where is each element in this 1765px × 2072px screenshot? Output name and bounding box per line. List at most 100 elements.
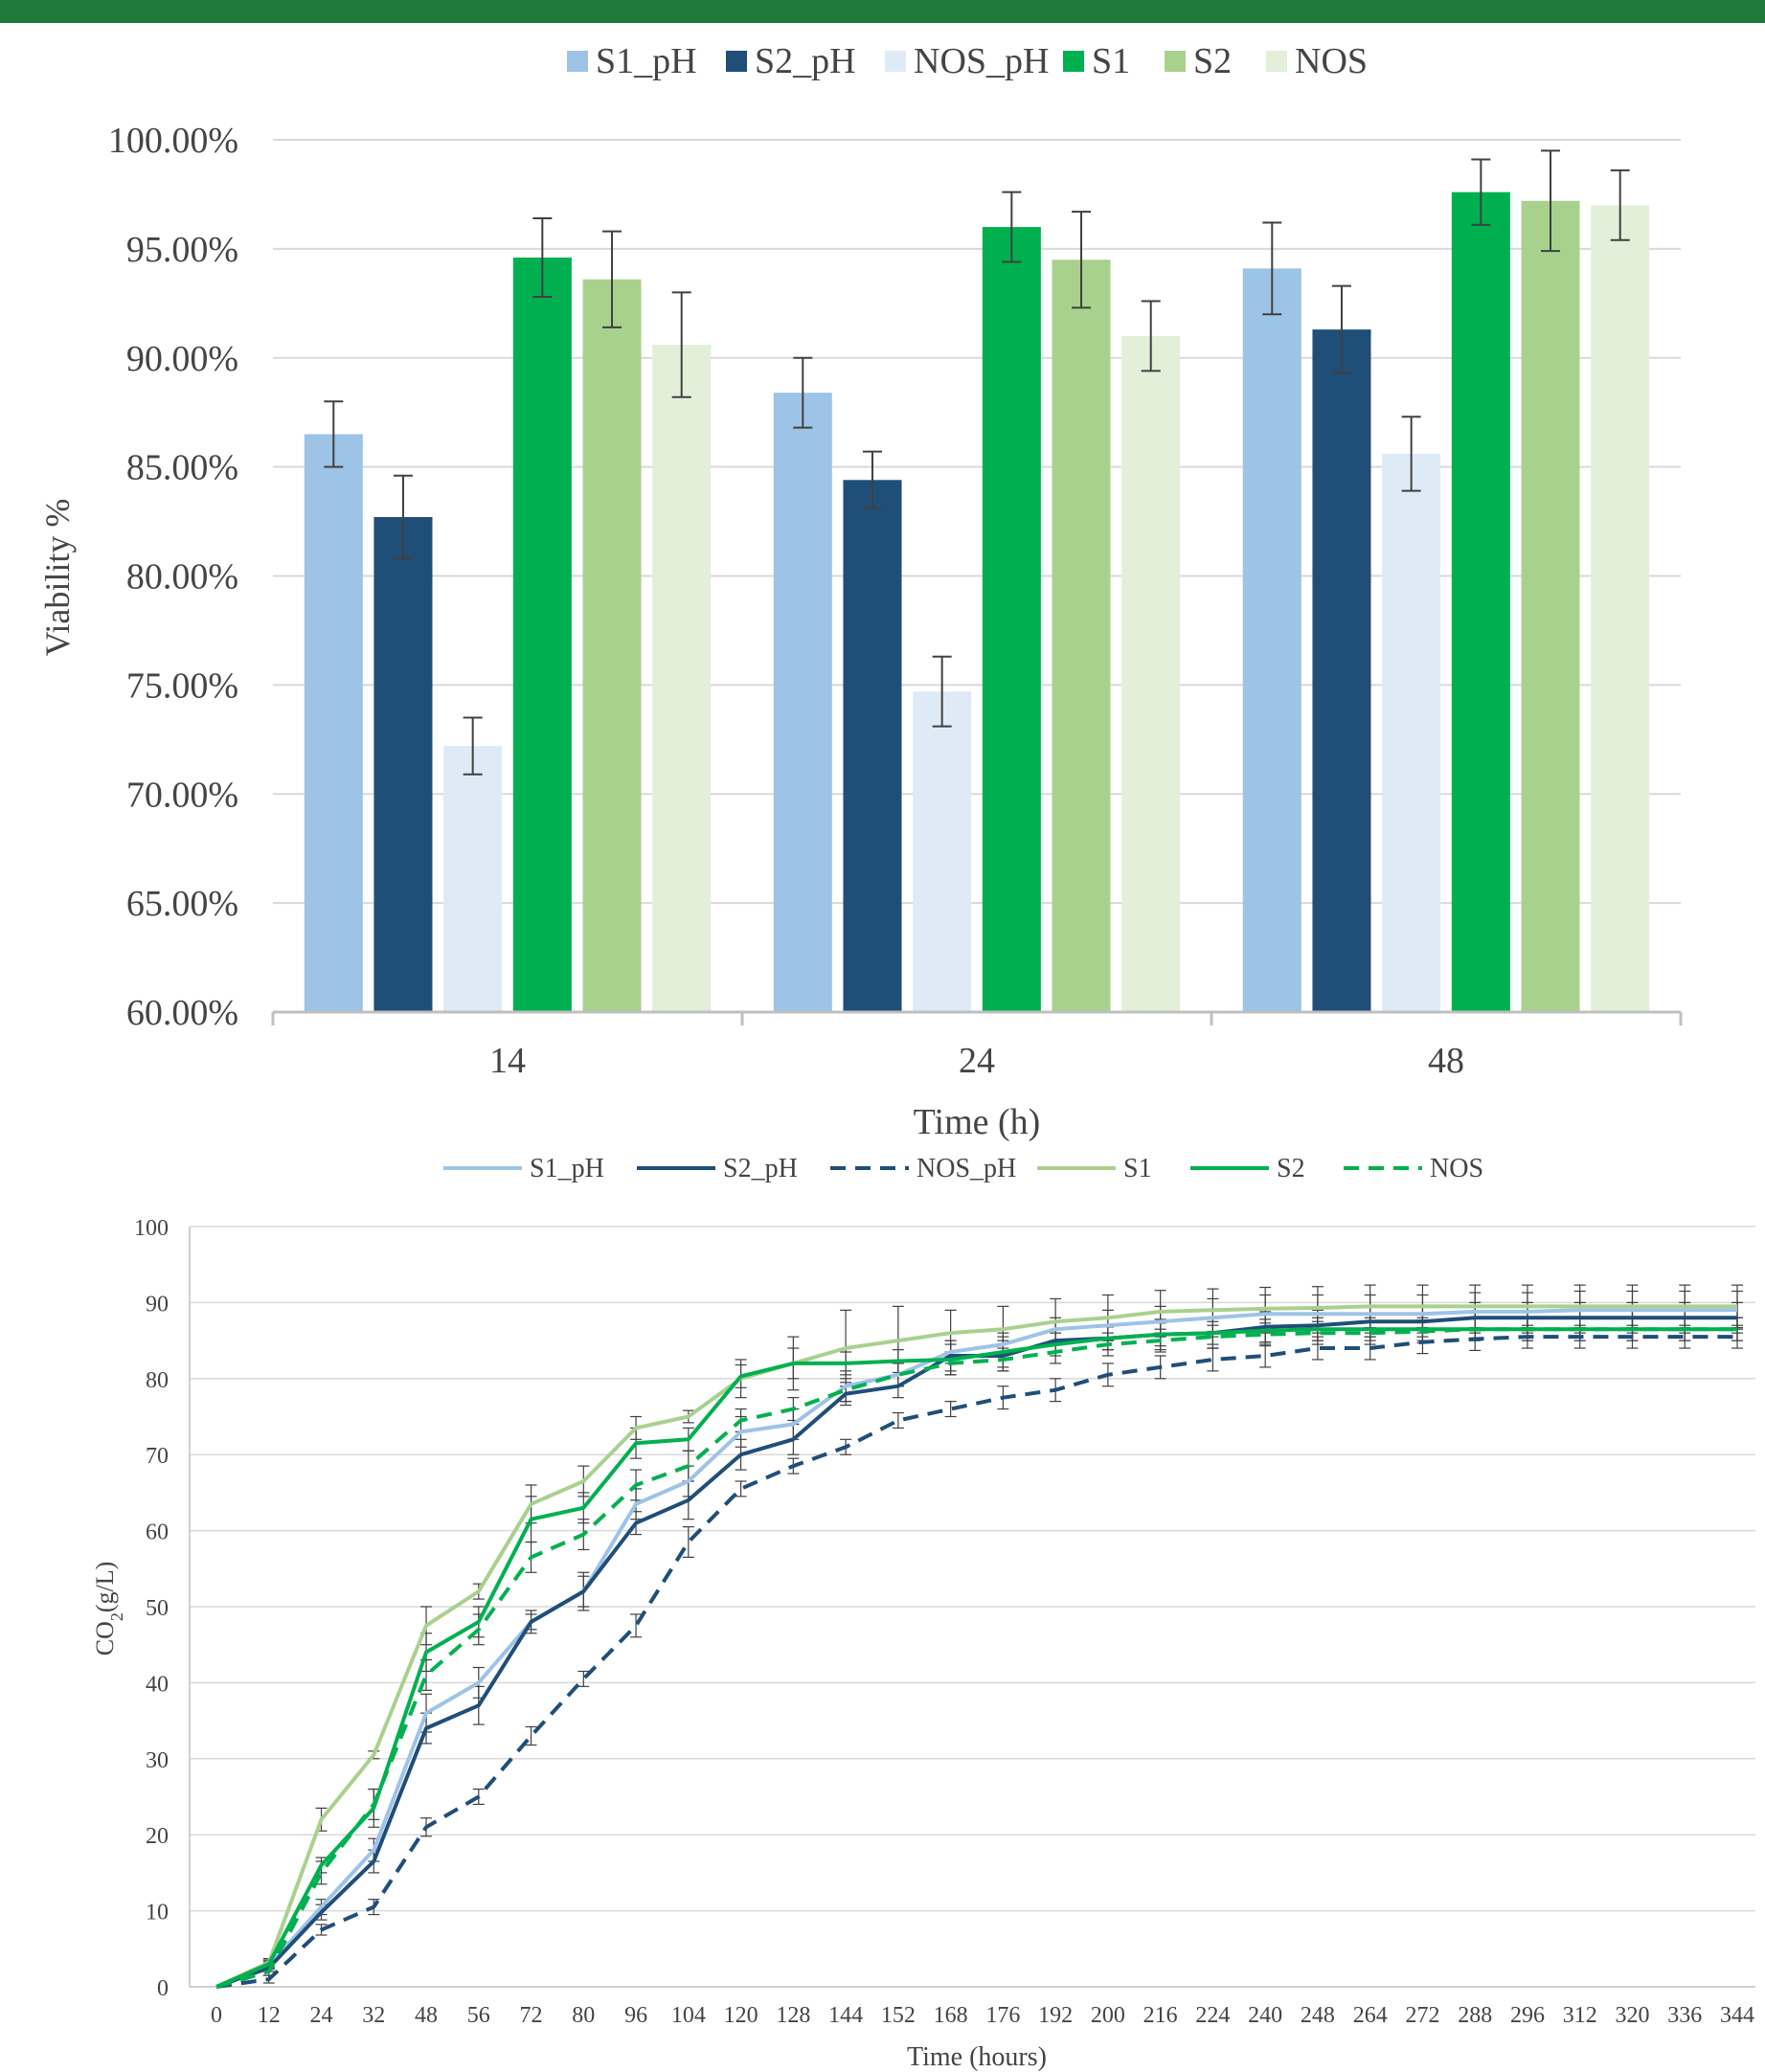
line-y-axis-title-tail: (g/L) <box>91 1562 119 1612</box>
line-x-tick-label: 272 <box>1405 2003 1439 2028</box>
line-x-tick-label: 336 <box>1667 2003 1702 2028</box>
bar-y-tick-label: 90.00% <box>126 339 238 379</box>
line-x-tick-label: 264 <box>1353 2003 1388 2028</box>
bar-x-tick-label: 24 <box>959 1041 995 1081</box>
line-y-tick-labels: 0 10 20 30 40 50 60 70 80 90 100 <box>134 1216 169 2001</box>
line-series-NOS <box>215 1327 1737 1989</box>
line-x-tick-label: 80 <box>572 2003 595 2028</box>
line-x-tick-label: 72 <box>520 2003 543 2028</box>
line-x-tick-label: 288 <box>1458 2003 1492 2028</box>
bar-y-tick-label: 65.00% <box>126 884 238 924</box>
line-series-S2_pH <box>215 1316 1737 1989</box>
line-x-tick-label: 120 <box>724 2003 758 2028</box>
line-y-tick-label: 10 <box>146 1901 169 1926</box>
bar-x-axis: 14 24 48 <box>271 1010 1683 1081</box>
bar-NOS_pH-14 <box>443 746 503 1012</box>
bar-S1-24 <box>982 227 1041 1013</box>
bar-marks <box>304 191 1650 1013</box>
line-legend-label-NOS: NOS <box>1430 1154 1483 1183</box>
line-legend-label-S2: S2 <box>1277 1154 1305 1183</box>
line-x-tick-label: 144 <box>828 2003 863 2028</box>
line-x-tick-label: 192 <box>1038 2003 1073 2028</box>
line-legend-label-S2_pH: S2_pH <box>723 1154 798 1183</box>
bar-x-tick-label: 14 <box>489 1041 526 1081</box>
bar-error-bars <box>324 149 1630 776</box>
bar-S2-14 <box>582 279 642 1012</box>
line-legend-label-S1: S1 <box>1123 1154 1152 1183</box>
line-x-tick-label: 128 <box>776 2003 810 2028</box>
line-x-tick-label: 344 <box>1720 2003 1754 2028</box>
line-x-tick-labels: 0 12 24 32 48 56 72 80 96 104 120 128 144 152 168 176 19… <box>211 2003 1754 2028</box>
line-x-tick-label: 168 <box>934 2003 968 2028</box>
line-y-tick-label: 30 <box>146 1748 169 1773</box>
line-x-tick-label: 96 <box>624 2003 647 2028</box>
line-series-S1_pH <box>215 1308 1737 1989</box>
bar-y-axis-title: Viability % <box>38 499 77 657</box>
line-x-tick-label: 248 <box>1301 2003 1335 2028</box>
bar-y-tick-label: 60.00% <box>126 993 238 1033</box>
line-series-NOS_pH <box>215 1335 1737 1989</box>
bar-S1_pH-24 <box>773 393 832 1012</box>
bar-legend-label-S1: S1 <box>1092 41 1130 81</box>
line-x-tick-label: 104 <box>671 2003 706 2028</box>
line-y-tick-label: 0 <box>157 1976 169 2001</box>
line-legend-label-S1_pH: S1_pH <box>530 1154 604 1183</box>
bar-legend-swatch-NOS_pH <box>885 51 906 72</box>
bar-legend: S1_pH S2_pH NOS_pH S1 S2 NOS <box>567 41 1368 81</box>
bar-S1_pH-48 <box>1242 268 1301 1012</box>
line-y-tick-label: 80 <box>146 1368 169 1393</box>
line-x-tick-label: 0 <box>211 2003 222 2028</box>
bar-y-tick-label: 95.00% <box>126 230 238 270</box>
line-series-S2 <box>215 1327 1737 1989</box>
bar-y-tick-labels: 60.00% 65.00% 70.00% 75.00% 80.00% 85.00% 90.0… <box>108 121 238 1033</box>
bar-legend-swatch-S1_pH <box>567 51 588 72</box>
bar-S2-48 <box>1521 200 1580 1012</box>
line-y-tick-label: 90 <box>146 1292 169 1317</box>
bar-legend-swatch-NOS <box>1266 51 1287 72</box>
bar-y-tick-label: 85.00% <box>126 448 238 488</box>
line-x-tick-label: 48 <box>415 2003 438 2028</box>
bar-NOS_pH-48 <box>1382 453 1441 1013</box>
bar-y-tick-label: 75.00% <box>126 665 238 706</box>
line-x-tick-label: 240 <box>1248 2003 1282 2028</box>
line-legend: S1_pH S2_pH NOS_pH S1 S2 NOS <box>443 1154 1483 1183</box>
line-y-axis-title-main: CO <box>91 1621 119 1655</box>
line-x-tick-label: 320 <box>1615 2003 1649 2028</box>
bar-legend-swatch-S2 <box>1165 51 1186 72</box>
line-y-tick-label: 50 <box>146 1596 169 1621</box>
bar-S2_pH-48 <box>1312 329 1371 1013</box>
bar-legend-swatch-S2_pH <box>726 51 747 72</box>
line-x-tick-label: 152 <box>881 2003 916 2028</box>
bar-NOS_pH-24 <box>913 691 972 1012</box>
bar-y-tick-label: 70.00% <box>126 775 238 815</box>
bar-legend-label-NOS_pH: NOS_pH <box>914 41 1049 81</box>
line-y-tick-label: 100 <box>134 1216 169 1241</box>
bar-NOS-14 <box>652 345 712 1013</box>
line-x-tick-label: 24 <box>310 2003 333 2028</box>
line-x-tick-label: 312 <box>1563 2003 1597 2028</box>
line-y-axis-title-sub: 2 <box>107 1612 126 1621</box>
co2-line-chart: S1_pH S2_pH NOS_pH S1 S2 NOS 0102030405060708… <box>91 1154 1755 2072</box>
line-y-tick-label: 60 <box>146 1520 169 1545</box>
viability-bar-chart: S1_pH S2_pH NOS_pH S1 S2 NOS 60.00% 65.00% 70.0… <box>38 41 1683 1142</box>
line-x-tick-label: 216 <box>1143 2003 1178 2028</box>
line-y-tick-label: 20 <box>146 1824 169 1849</box>
bar-legend-label-S2_pH: S2_pH <box>755 41 856 81</box>
bar-legend-label-NOS: NOS <box>1295 41 1368 81</box>
bar-y-tick-label: 100.00% <box>108 121 238 161</box>
line-y-tick-label: 70 <box>146 1444 169 1469</box>
line-x-tick-label: 176 <box>985 2003 1020 2028</box>
bar-x-tick-label: 48 <box>1428 1041 1464 1081</box>
bar-legend-swatch-S1 <box>1063 51 1084 72</box>
bar-S1_pH-14 <box>304 434 363 1012</box>
bar-NOS-48 <box>1591 205 1650 1012</box>
line-y-tick-label: 40 <box>146 1672 169 1697</box>
line-x-tick-label: 56 <box>467 2003 490 2028</box>
line-x-tick-label: 32 <box>362 2003 385 2028</box>
line-x-tick-label: 224 <box>1195 2003 1230 2028</box>
bar-legend-label-S2: S2 <box>1193 41 1232 81</box>
bar-gridlines <box>273 139 1681 905</box>
line-x-tick-label: 296 <box>1510 2003 1545 2028</box>
top-rule <box>0 0 1765 23</box>
line-series <box>215 1304 1737 1989</box>
